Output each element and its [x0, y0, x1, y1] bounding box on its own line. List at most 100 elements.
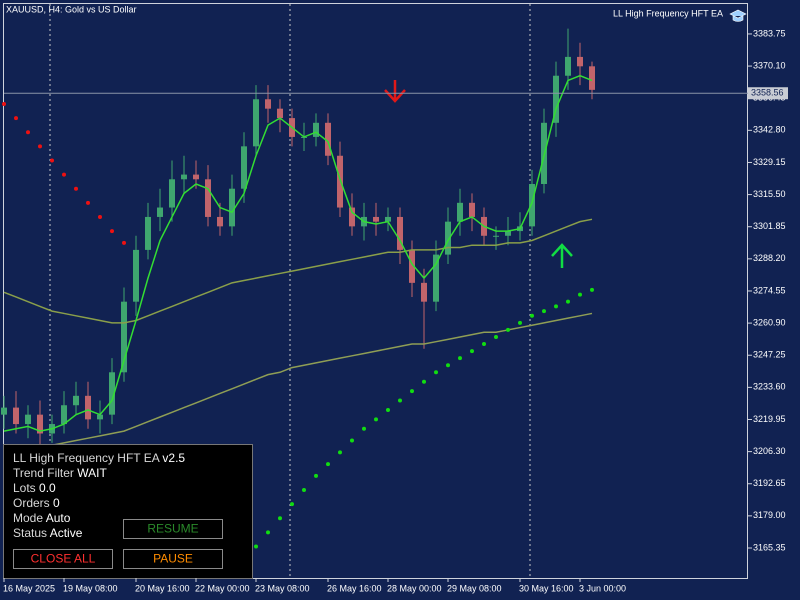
- sar-dot: [26, 130, 30, 135]
- candle-body: [205, 179, 211, 217]
- sar-dot: [518, 320, 522, 325]
- sar-dot: [362, 426, 366, 431]
- candle-body: [85, 395, 91, 420]
- sar-dot: [338, 450, 342, 455]
- sar-dot: [254, 544, 258, 549]
- sar-dot: [266, 530, 270, 535]
- candle-body: [553, 75, 559, 123]
- panel-title: LL High Frequency HFT EA v2.5: [13, 451, 185, 465]
- sar-dot: [554, 304, 558, 309]
- panel-version: v2.5: [162, 451, 185, 465]
- row-label: Lots: [13, 481, 36, 495]
- sar-dot: [50, 158, 54, 163]
- sar-dot: [386, 407, 390, 412]
- candle-body: [313, 122, 319, 137]
- panel-row: Lots 0.0: [13, 481, 56, 495]
- candle-body: [1, 407, 7, 415]
- price-label: 3358.56: [751, 88, 784, 98]
- candle-body: [133, 249, 139, 302]
- y-tick-label: 3383.75: [753, 28, 786, 38]
- sar-dot: [302, 487, 306, 492]
- candle-body: [565, 56, 571, 76]
- sar-dot: [410, 389, 414, 394]
- candle-body: [13, 407, 19, 425]
- resume-button[interactable]: RESUME: [123, 519, 223, 539]
- sar-dot: [494, 334, 498, 339]
- candle-body: [589, 66, 595, 90]
- candle-body: [577, 56, 583, 67]
- candle-body: [229, 188, 235, 227]
- sar-dot: [122, 240, 126, 245]
- button-label: CLOSE ALL: [31, 552, 96, 566]
- row-value: Auto: [46, 511, 71, 525]
- indicator-name: LL High Frequency HFT EA: [613, 8, 723, 18]
- candle-body: [421, 282, 427, 302]
- candle-body: [349, 207, 355, 227]
- x-tick-label: 19 May 08:00: [63, 583, 118, 593]
- sar-dot: [98, 214, 102, 219]
- y-tick-label: 3206.30: [753, 446, 786, 456]
- sar-dot: [446, 363, 450, 368]
- sar-dot: [506, 327, 510, 332]
- ea-panel: LL High Frequency HFT EA v2.5 Trend Filt…: [3, 444, 253, 579]
- candle-body: [457, 202, 463, 222]
- y-tick-label: 3165.35: [753, 542, 786, 552]
- sar-dot: [434, 370, 438, 375]
- x-tick-label: 29 May 08:00: [447, 583, 502, 593]
- x-tick-label: 3 Jun 00:00: [579, 583, 626, 593]
- y-tick-label: 3370.10: [753, 60, 786, 70]
- indicator-line: [3, 74, 593, 432]
- panel-row: Orders 0: [13, 496, 60, 510]
- sar-dot: [62, 172, 66, 177]
- button-box: [13, 549, 113, 569]
- candle-body: [121, 301, 127, 373]
- x-tick-label: 16 May 2025: [3, 583, 55, 593]
- candle-body: [109, 372, 115, 415]
- sar-dot: [590, 287, 594, 292]
- candle-body: [373, 216, 379, 222]
- candle-body: [25, 414, 31, 425]
- candle-body: [325, 122, 331, 156]
- close-all-button[interactable]: CLOSE ALL: [13, 549, 113, 569]
- x-tick-label: 22 May 00:00: [195, 583, 250, 593]
- sar-dot: [374, 417, 378, 422]
- y-tick-label: 3219.95: [753, 414, 786, 424]
- buy-arrow: [551, 243, 573, 268]
- y-tick-label: 3274.55: [753, 285, 786, 295]
- button-label: RESUME: [147, 522, 198, 536]
- candle-body: [181, 174, 187, 180]
- candle-body: [157, 207, 163, 217]
- row-value: 0.0: [39, 481, 56, 495]
- y-tick-label: 3288.20: [753, 253, 786, 263]
- chart-title: XAUUSD, H4: Gold vs US Dollar: [6, 4, 137, 14]
- y-tick-label: 3301.85: [753, 221, 786, 231]
- sar-dot: [422, 379, 426, 384]
- sar-dot: [326, 462, 330, 467]
- sar-dot: [74, 186, 78, 191]
- row-label: Orders: [13, 496, 50, 510]
- row-label: Mode: [13, 511, 43, 525]
- x-tick-label: 30 May 16:00: [519, 583, 574, 593]
- button-box: [123, 519, 223, 539]
- sar-dot: [14, 116, 18, 121]
- sar-dot: [542, 309, 546, 314]
- row-label: Trend Filter: [13, 466, 74, 480]
- pause-button[interactable]: PAUSE: [123, 549, 223, 569]
- price-tag: [748, 87, 788, 100]
- candle-body: [409, 249, 415, 283]
- y-tick-label: 3315.50: [753, 189, 786, 199]
- y-tick-label: 3329.15: [753, 157, 786, 167]
- candle-body: [397, 216, 403, 250]
- sar-dot: [110, 229, 114, 234]
- x-tick-label: 20 May 16:00: [135, 583, 190, 593]
- panel-row: Status Active: [13, 526, 83, 540]
- candle-body: [529, 183, 535, 227]
- candle-body: [265, 99, 271, 109]
- candle-body: [469, 202, 475, 217]
- indicator-line: [3, 218, 593, 324]
- candle-body: [145, 216, 151, 250]
- y-tick-label: 3179.00: [753, 510, 786, 520]
- button-box: [123, 549, 223, 569]
- candle-body: [493, 235, 499, 237]
